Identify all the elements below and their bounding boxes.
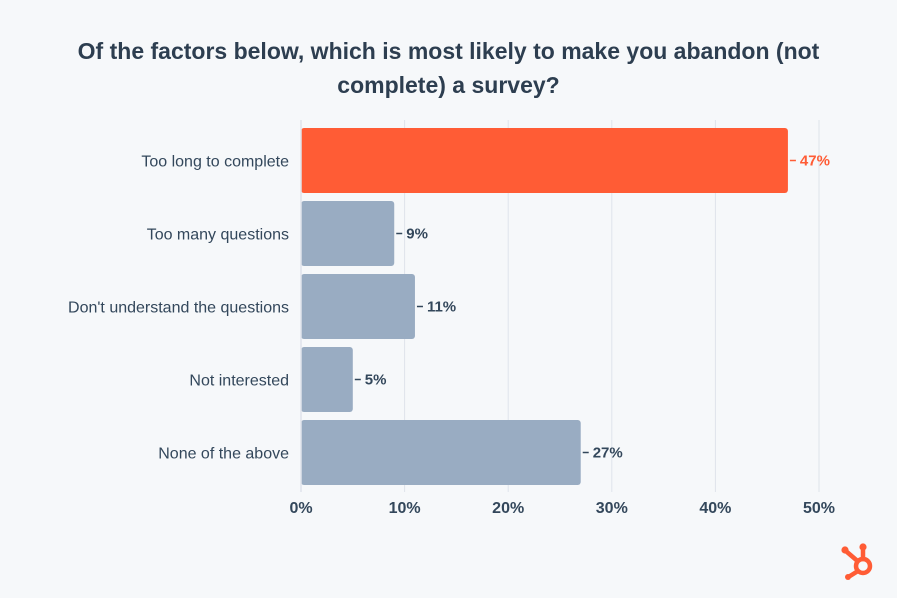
x-tick-label: 0%: [289, 500, 312, 517]
hubspot-sprocket-icon: [841, 543, 873, 580]
x-tick-label: 10%: [389, 500, 421, 517]
x-tick-label: 30%: [596, 500, 628, 517]
bar: [301, 201, 395, 266]
chart-title: Of the factors below, which is most like…: [77, 38, 820, 98]
x-tick-label: 40%: [699, 500, 731, 517]
value-label: 47%: [800, 153, 830, 170]
category-label: Too many questions: [147, 227, 289, 244]
category-label: None of the above: [158, 446, 289, 463]
category-label: Don't understand the questions: [68, 300, 289, 317]
x-tick-label: 50%: [803, 500, 835, 517]
bar: [301, 274, 415, 339]
value-label: 5%: [365, 372, 387, 389]
bar: [301, 128, 788, 193]
value-label: 9%: [406, 226, 428, 243]
bar: [301, 347, 353, 412]
category-label: Not interested: [189, 373, 289, 390]
x-tick-label: 20%: [492, 500, 524, 517]
category-label: Too long to complete: [141, 154, 289, 171]
value-label: 27%: [593, 445, 623, 462]
bar: [301, 420, 581, 485]
value-label: 11%: [427, 299, 456, 316]
